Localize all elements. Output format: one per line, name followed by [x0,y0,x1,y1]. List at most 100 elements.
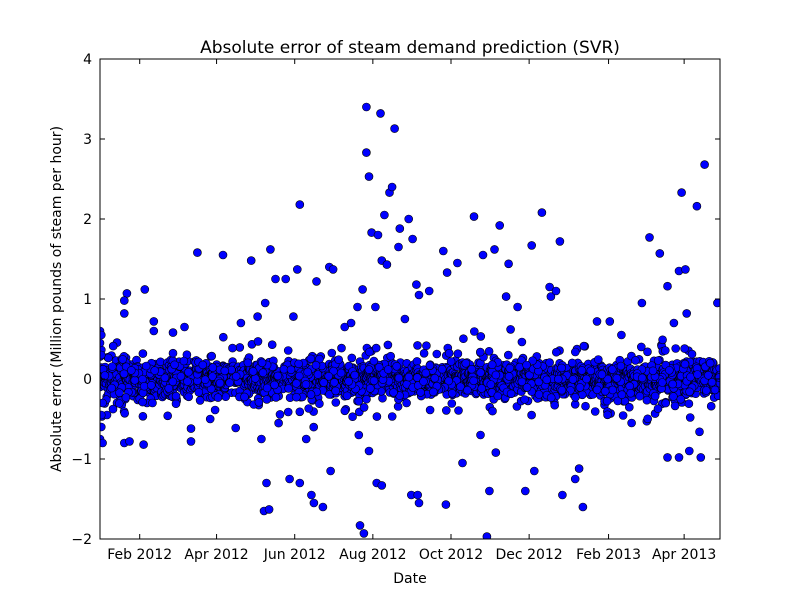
data-point [478,250,488,260]
data-point [311,360,321,370]
data-point [371,343,381,353]
data-point [545,282,554,292]
data-point [684,399,694,409]
data-point [220,366,230,376]
data-point [324,371,334,381]
data-point [358,285,367,294]
data-point [118,355,127,364]
x-tick-label: Apr 2012 [184,547,248,563]
data-point [319,378,329,387]
data-point [243,358,253,368]
data-point [183,377,192,386]
data-point [371,302,380,312]
data-point [491,448,501,457]
data-point [386,351,396,361]
data-point [225,378,234,388]
data-point [395,224,405,233]
chart-title: Absolute error of steam demand predictio… [200,38,620,58]
data-point [364,172,374,181]
data-point [340,322,350,332]
data-point [557,385,567,395]
data-point [424,286,434,296]
data-point [603,410,612,420]
data-point [337,343,346,353]
data-point [414,498,424,508]
data-point [467,364,477,374]
data-point [364,446,374,456]
data-point [557,363,566,373]
data-point [456,382,465,392]
data-point [670,401,680,411]
data-point [444,376,454,386]
data-point [306,390,316,399]
data-point [303,367,313,377]
data-point [195,396,205,405]
data-point [408,234,417,244]
data-point [125,437,134,446]
data-point [387,182,397,192]
data-point [205,414,215,424]
data-point [389,388,398,397]
data-point [340,406,350,416]
data-point [706,401,716,411]
data-point [393,402,403,411]
data-point [490,245,499,254]
data-point [160,373,170,383]
data-point [402,398,411,408]
data-point [279,364,289,374]
data-point [655,249,665,258]
data-point [627,418,636,428]
data-point [295,407,305,417]
data-point [273,371,283,381]
y-tick-label: 0 [83,372,92,388]
data-point [520,395,529,404]
data-point [575,383,585,392]
data-point [138,397,147,407]
data-point [100,338,105,348]
data-point [248,367,258,376]
data-point [326,466,335,476]
data-point [681,265,690,274]
data-point [695,427,704,437]
data-point [551,347,561,357]
data-point [119,369,129,379]
data-point [567,358,577,368]
data-point [685,413,695,422]
data-point [257,434,266,444]
data-point [469,376,479,386]
data-point [529,466,539,476]
data-point [141,361,151,371]
data-point [362,148,371,157]
data-point [674,453,684,462]
data-point [487,360,497,370]
data-point [612,373,622,383]
y-tick-label: 3 [83,132,92,148]
data-point [682,309,692,318]
data-point [266,245,275,254]
data-point [416,388,425,397]
data-point [324,390,334,399]
data-point [168,328,178,337]
data-point [294,359,304,369]
data-point [140,285,150,294]
data-point [327,348,337,358]
data-point [680,359,690,369]
data-point [382,260,392,269]
data-point [373,230,383,240]
data-point [579,341,589,351]
data-point [586,366,596,376]
data-point [164,384,174,393]
data-point [578,502,588,512]
data-point [383,365,393,374]
data-point [454,406,463,415]
data-point [149,317,159,326]
data-point [147,380,156,390]
data-point [115,388,124,398]
data-point [425,361,435,370]
data-point [506,325,515,334]
data-point [294,371,304,381]
data-point [359,403,369,412]
data-point [264,505,274,514]
data-point [372,412,382,421]
